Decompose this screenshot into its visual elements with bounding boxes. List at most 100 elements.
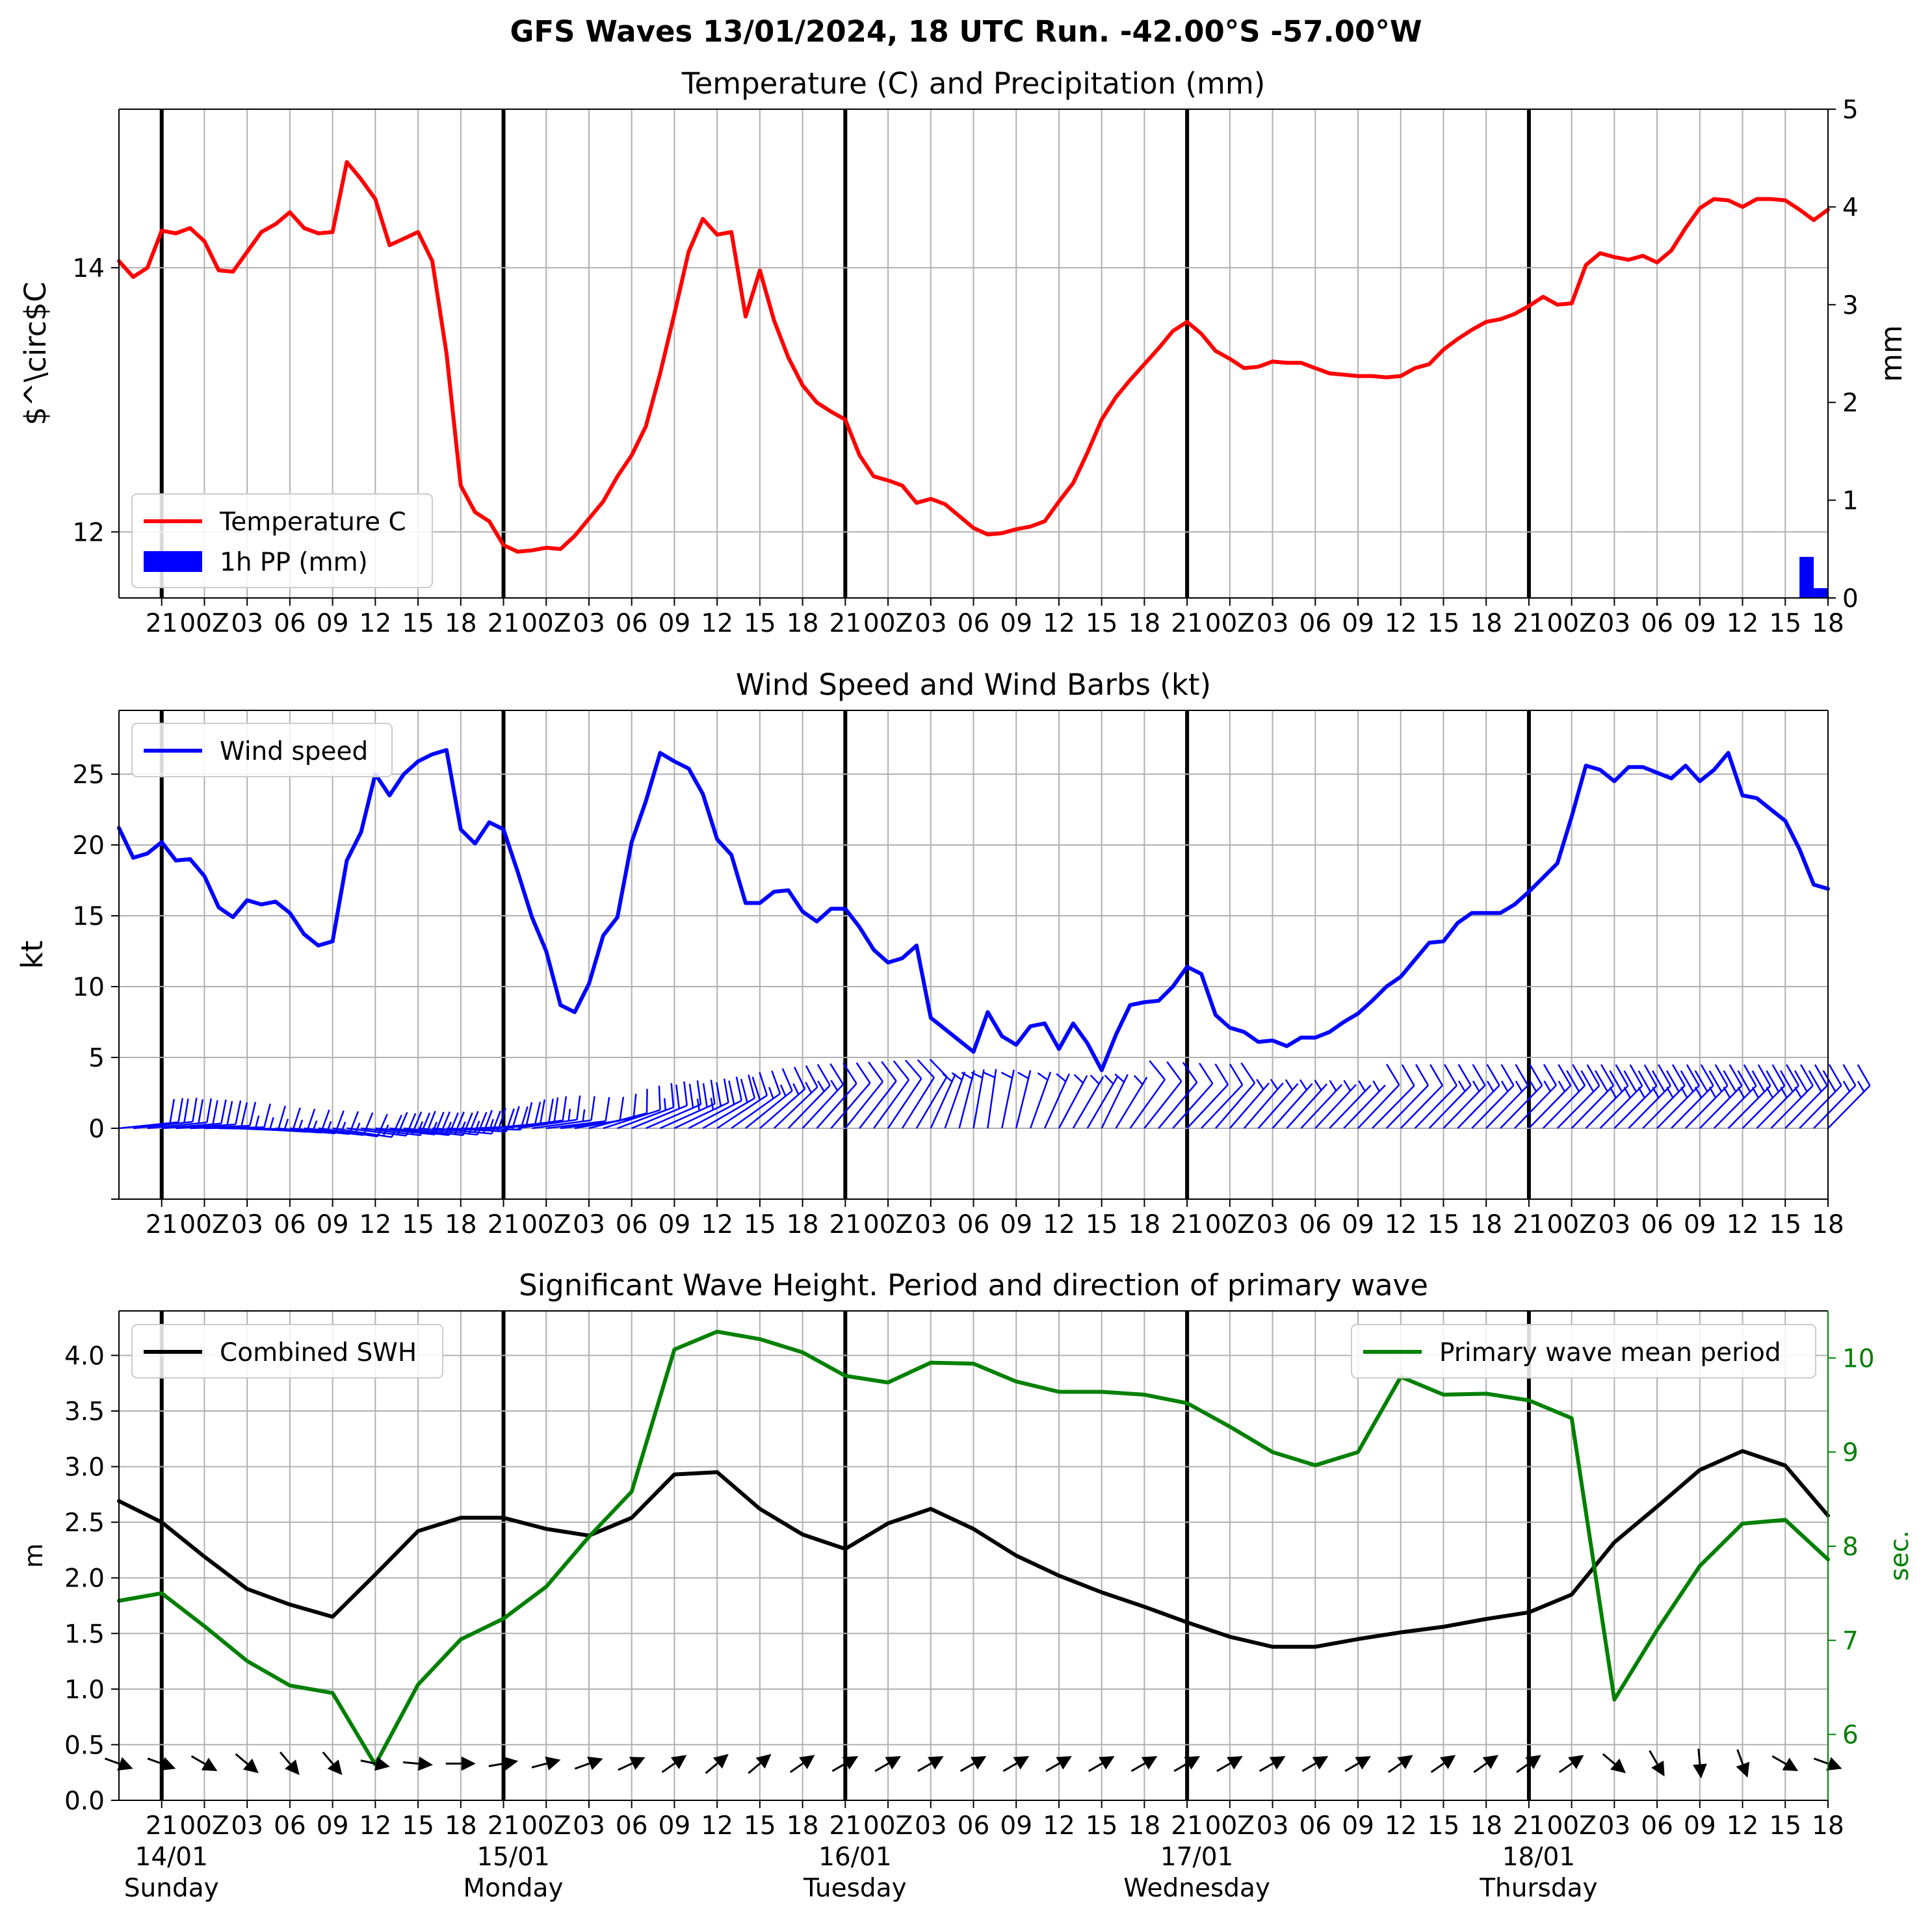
x-tick-label: 18 — [1470, 609, 1502, 638]
wind-barb-shaft — [987, 1068, 997, 1129]
wind-barb-shaft — [346, 1127, 406, 1137]
wind-barb-shaft — [332, 1127, 392, 1138]
y-tick-label: 1.5 — [64, 1620, 105, 1649]
wind-barb — [1201, 1063, 1244, 1129]
day-weekday-label: Thursday — [1479, 1874, 1597, 1903]
wind-speed-barbs-panel: Wind Speed and Wind Barbs (kt)21 00Z 03 06 0… — [15, 667, 1871, 1239]
wind-barb-feather — [1743, 1064, 1757, 1087]
wind-barb-half-feather — [961, 1072, 973, 1080]
legend-label: 1h PP (mm) — [220, 548, 368, 577]
wind-barb-half-feather — [1609, 1087, 1617, 1098]
x-tick-label: 03 — [573, 1210, 605, 1239]
wind-barb-shaft — [417, 1127, 478, 1136]
x-tick-label: 12 — [1043, 1210, 1075, 1239]
y2-axis-label: sec. — [1885, 1530, 1914, 1581]
x-tick-label: 03 — [231, 1210, 263, 1239]
wind-barb-feather — [1771, 1064, 1786, 1087]
wind-barb — [1556, 1064, 1600, 1129]
x-tick-label: 09 — [1342, 1811, 1374, 1841]
wave-arrow-shaft — [1649, 1750, 1658, 1765]
wave-arrow-head — [1440, 1755, 1456, 1769]
wave-arrow-head — [587, 1756, 603, 1770]
wind-barb-half-feather — [1751, 1087, 1760, 1098]
x-tick-label: 06 — [958, 1210, 990, 1239]
wave-direction-arrow — [1388, 1755, 1413, 1773]
wind-barb-shaft — [176, 1123, 236, 1130]
wind-barb-feather — [192, 1097, 198, 1122]
wind-barb-shaft — [1542, 1085, 1586, 1129]
x-tick-label: 15 — [744, 1210, 776, 1239]
wind-barb-feather — [805, 1065, 818, 1088]
wave-arrow-head — [842, 1756, 859, 1770]
wind-barb-shaft — [631, 1104, 688, 1130]
wind-barb-feather — [748, 1074, 755, 1099]
x-tick-label: 21 — [488, 1210, 520, 1239]
wind-barb-shaft — [1571, 1085, 1614, 1129]
day-weekday-label: Tuesday — [803, 1874, 907, 1903]
wind-barb-feather — [751, 1076, 761, 1100]
wind-barb-shaft — [973, 1069, 985, 1129]
wave-arrow-shaft — [322, 1751, 334, 1765]
wind-barb-shaft — [830, 1082, 871, 1129]
wind-barb-shaft — [731, 1093, 781, 1130]
wind-speed-line — [117, 748, 1830, 1072]
wind-barb — [1471, 1064, 1515, 1129]
wind-barb-shaft — [1029, 1071, 1052, 1129]
wind-barb-feather — [1594, 1070, 1608, 1093]
y-tick-label: 10 — [72, 973, 105, 1002]
wind-barb-half-feather — [779, 1084, 787, 1096]
legend-box-right — [1351, 1324, 1816, 1379]
wind-barb-shaft — [1827, 1085, 1871, 1129]
wind-barb — [1172, 1063, 1214, 1129]
legend-box — [131, 493, 433, 588]
wave-direction-arrow — [1516, 1755, 1541, 1773]
wave-arrow-head — [503, 1756, 519, 1771]
wave-arrow-head — [712, 1754, 729, 1769]
wave-arrow-head — [1184, 1756, 1200, 1770]
wind-barb-feather — [1729, 1064, 1743, 1087]
wind-barb-half-feather — [1472, 1080, 1480, 1092]
x-tick-label: 09 — [1684, 1811, 1716, 1841]
x-tick-label: 03 — [1257, 1811, 1289, 1841]
wind-barb-feather — [1586, 1064, 1600, 1087]
wind-barb-half-feather — [710, 1098, 714, 1110]
wave-direction-arrow — [1473, 1755, 1498, 1773]
x-tick-label: 21 — [146, 609, 178, 638]
wave-arrow-head — [799, 1755, 815, 1769]
wind-barb — [1015, 1070, 1032, 1129]
day-date-label: 17/01 — [1160, 1843, 1233, 1872]
x-tick-label: 15 — [744, 609, 776, 638]
y-tick-label: 0.0 — [64, 1787, 105, 1816]
wind-barb-shaft — [1656, 1085, 1700, 1129]
wind-barb-feather — [619, 1096, 625, 1121]
y-tick-label: 4.0 — [64, 1341, 105, 1371]
x-tick-label: 06 — [1299, 609, 1331, 638]
wind-barb-feather — [177, 1098, 183, 1122]
wave-arrow-shaft — [1045, 1762, 1060, 1772]
wind-barb-shaft — [1286, 1083, 1328, 1129]
wind-barb-feather — [740, 1078, 748, 1103]
wind-barb-half-feather — [1343, 1080, 1351, 1091]
wind-barb-half-feather — [1529, 1080, 1537, 1093]
x-tick-label: 18 — [445, 609, 477, 638]
wind-barb-shaft — [147, 1121, 207, 1130]
wind-barb-half-feather — [830, 1080, 839, 1091]
wave-direction-arrow — [1259, 1756, 1286, 1772]
wind-barb-shaft — [1214, 1082, 1256, 1129]
wind-barb-half-feather — [1680, 1087, 1688, 1098]
wind-barb-shaft — [1001, 1069, 1015, 1129]
wave-arrow-shaft — [1771, 1755, 1786, 1765]
wind-barb-half-feather — [1794, 1087, 1802, 1098]
wind-barb — [1158, 1061, 1198, 1129]
wind-barb-shaft — [1372, 1085, 1415, 1129]
wind-barb-feather — [1415, 1064, 1429, 1086]
x-tick-label: 21 — [829, 1811, 862, 1841]
wind-barb — [1272, 1079, 1313, 1129]
wind-barb-half-feather — [1486, 1080, 1495, 1092]
wind-barb-feather — [1572, 1064, 1586, 1086]
wind-barb-half-feather — [1857, 1080, 1865, 1093]
x-tick-label: 03 — [1599, 1811, 1631, 1841]
wave-direction-arrow — [574, 1756, 603, 1770]
x-tick-label: 09 — [1342, 1210, 1374, 1239]
